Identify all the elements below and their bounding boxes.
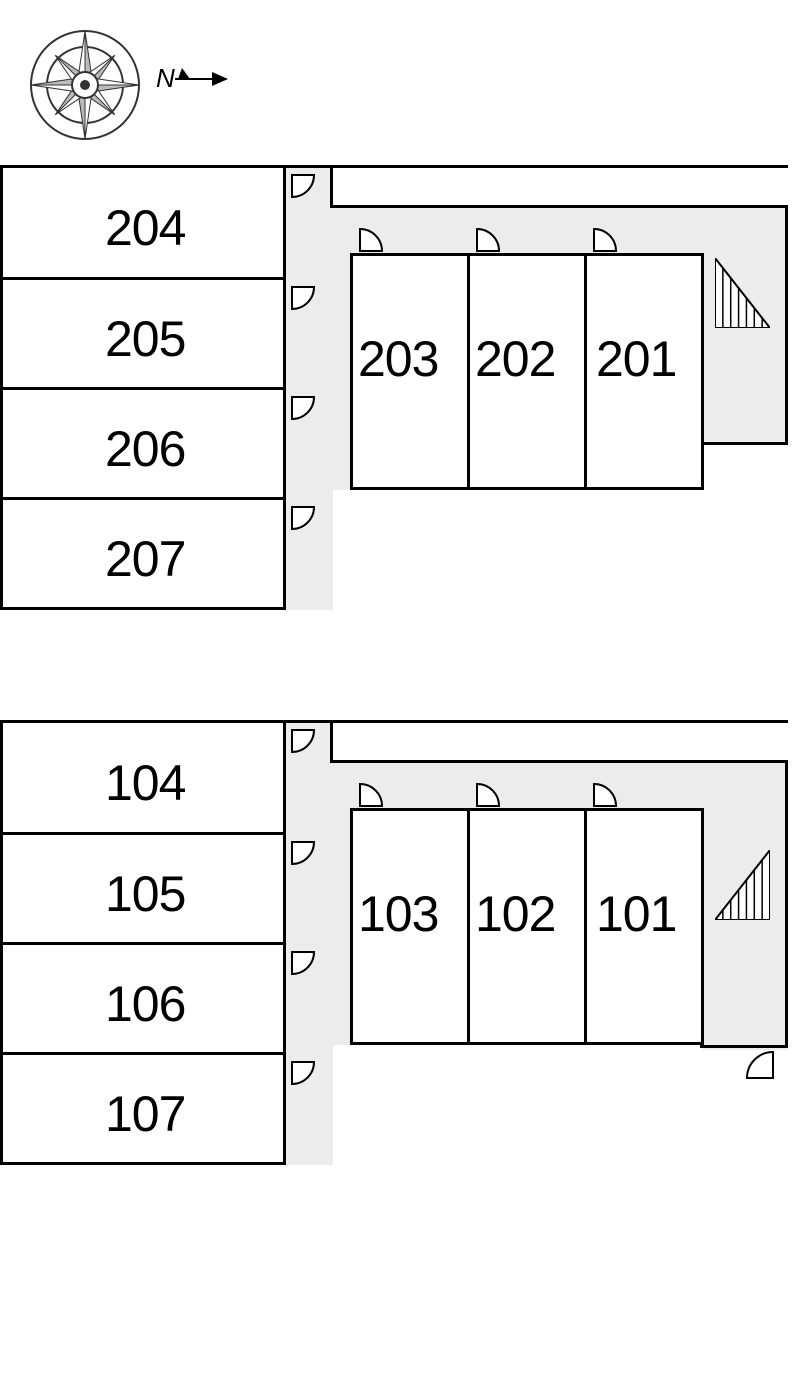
- wall: [330, 760, 788, 763]
- unit-label: 105: [105, 865, 185, 923]
- door-icon: [475, 782, 501, 813]
- unit-label: 107: [105, 1085, 185, 1143]
- door-icon: [745, 1050, 775, 1085]
- stairs-icon: [715, 850, 770, 920]
- wall: [283, 720, 788, 723]
- wall: [330, 205, 788, 208]
- unit-label: 203: [358, 330, 438, 388]
- stairs-icon: [715, 258, 770, 328]
- door-icon: [358, 227, 384, 258]
- door-icon: [290, 173, 316, 204]
- floor-2f: 204 205 206 207 203 202 201: [0, 165, 800, 615]
- svg-text:N: N: [156, 63, 175, 93]
- wall: [785, 205, 788, 445]
- unit-label: 207: [105, 530, 185, 588]
- wall: [330, 165, 333, 208]
- door-icon: [290, 840, 316, 871]
- hallway: [283, 165, 333, 610]
- unit-label: 104: [105, 754, 185, 812]
- hallway: [703, 810, 788, 1050]
- wall: [330, 720, 333, 763]
- door-icon: [290, 1060, 316, 1091]
- unit-label: 103: [358, 885, 438, 943]
- door-icon: [358, 782, 384, 813]
- unit-label: 202: [475, 330, 555, 388]
- unit-label: 102: [475, 885, 555, 943]
- door-icon: [290, 395, 316, 426]
- hallway: [333, 205, 788, 255]
- unit-label: 106: [105, 975, 185, 1033]
- door-icon: [290, 728, 316, 759]
- door-icon: [290, 950, 316, 981]
- hallway: [283, 720, 333, 1165]
- wall: [785, 760, 788, 1048]
- door-icon: [592, 782, 618, 813]
- door-icon: [475, 227, 501, 258]
- floor-1f: 104 105 106 107 103 102 101: [0, 720, 800, 1170]
- unit-label: 204: [105, 199, 185, 257]
- door-icon: [290, 505, 316, 536]
- unit-label: 206: [105, 420, 185, 478]
- wall: [700, 442, 788, 445]
- unit-label: 101: [596, 885, 676, 943]
- door-icon: [592, 227, 618, 258]
- wall: [700, 1045, 788, 1048]
- unit-label: 205: [105, 310, 185, 368]
- unit-label: 201: [596, 330, 676, 388]
- compass-icon: N: [30, 30, 230, 165]
- door-icon: [290, 285, 316, 316]
- wall: [283, 165, 788, 168]
- hallway: [333, 760, 788, 810]
